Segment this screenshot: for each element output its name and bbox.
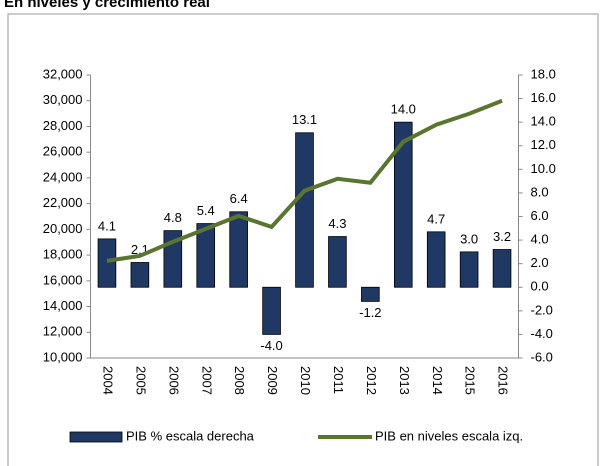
y2-tick-label: 6.0 (531, 208, 549, 223)
data-label: 3.2 (493, 229, 511, 244)
data-label: 5.4 (197, 203, 215, 218)
x-tick-label: 2014 (430, 366, 445, 395)
y2-tick-label: 12.0 (531, 137, 556, 152)
bar (262, 286, 281, 335)
line (106, 98, 503, 263)
x-tick-label: 2011 (331, 366, 346, 394)
legend-label: PIB % escala derecha (126, 428, 255, 443)
x-tick-label: 2004 (101, 366, 116, 395)
bar (426, 231, 446, 288)
data-label: 4.3 (328, 216, 346, 231)
y2-tick-label: 2.0 (531, 255, 549, 270)
y-tick-label: 10,000 (43, 349, 83, 364)
y2-tick-label: 18.0 (531, 66, 556, 81)
y-tick-label: 28,000 (43, 118, 83, 133)
y2-tick-label: 10.0 (531, 161, 556, 176)
bar (229, 211, 248, 288)
x-tick-label: 2009 (265, 366, 280, 395)
data-label: 14.0 (391, 102, 416, 117)
x-tick-label: 2006 (166, 366, 181, 395)
bar (459, 251, 479, 288)
legend-label: PIB en niveles escala izq. (375, 428, 523, 443)
x-tick-label: 2013 (397, 366, 412, 395)
data-label: 4.8 (164, 210, 182, 225)
data-label: 4.1 (98, 218, 116, 233)
y-tick-label: 16,000 (43, 272, 83, 287)
y2-tick-label: -4.0 (531, 326, 553, 341)
x-tick-label: 2016 (496, 366, 511, 395)
bar (492, 249, 512, 288)
bar (295, 132, 314, 288)
y-tick-label: 32,000 (43, 66, 83, 81)
bar (328, 236, 347, 288)
y2-tick-label: 14.0 (531, 114, 556, 129)
x-tick-label: 2008 (232, 366, 247, 395)
y-tick-label: 30,000 (43, 92, 83, 107)
data-label: 3.0 (460, 231, 478, 246)
data-label: -4.0 (260, 338, 282, 353)
y-tick-label: 14,000 (43, 298, 83, 313)
chart-frame (7, 13, 599, 466)
bar (196, 223, 216, 288)
bar (361, 286, 380, 302)
y-tick-label: 22,000 (43, 195, 83, 210)
y2-tick-label: -6.0 (531, 349, 553, 364)
bar (97, 238, 117, 288)
y2-tick-label: 8.0 (531, 184, 549, 199)
data-label: -1.2 (359, 305, 381, 320)
bar (130, 262, 150, 288)
bar (393, 121, 413, 288)
y-tick-label: 12,000 (43, 324, 83, 339)
chart-title: En niveles y crecimiento real (4, 0, 210, 11)
y-tick-label: 26,000 (43, 144, 83, 159)
x-tick-label: 2010 (298, 366, 313, 395)
y-tick-label: 20,000 (43, 221, 83, 236)
x-tick-label: 2007 (199, 366, 214, 395)
y-tick-label: 18,000 (43, 247, 83, 262)
x-tick-label: 2012 (364, 366, 379, 395)
data-label: 13.1 (292, 112, 317, 127)
y2-tick-label: 4.0 (531, 232, 549, 247)
legend-swatch (69, 431, 123, 443)
y2-tick-label: -2.0 (531, 302, 553, 317)
y2-tick-label: 0.0 (531, 279, 549, 294)
x-tick-label: 2005 (133, 366, 148, 395)
data-label: 6.4 (230, 191, 248, 206)
x-tick-label: 2015 (463, 366, 478, 395)
y2-tick-label: 16.0 (531, 90, 556, 105)
data-label: 4.7 (427, 211, 445, 226)
y-tick-label: 24,000 (43, 169, 83, 184)
